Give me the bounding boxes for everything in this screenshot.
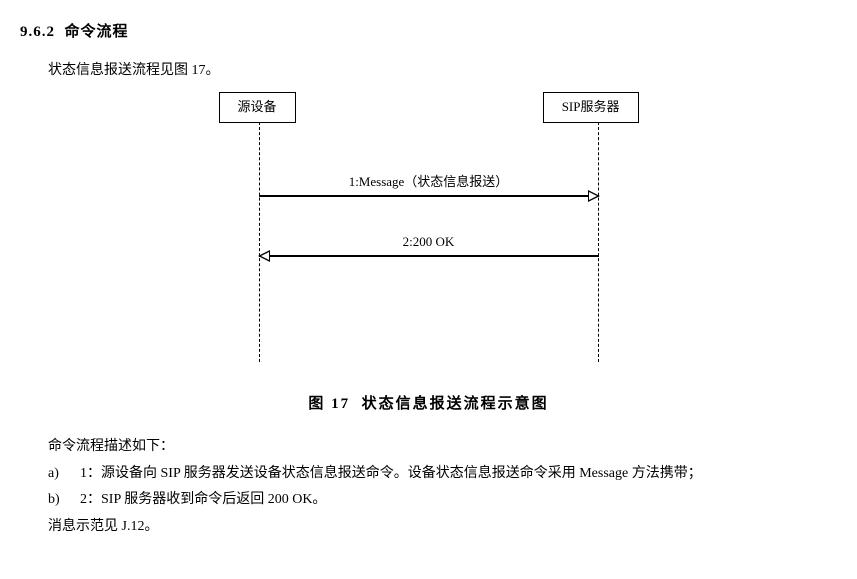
figure-title: 状态信息报送流程示意图 — [362, 396, 549, 412]
arrow-line-left — [259, 255, 599, 257]
arrow-line-right — [259, 195, 599, 197]
sequence-diagram-wrapper: 源设备 SIP服务器 1:Message（状态信息报送） 2:200 OK — [20, 92, 837, 372]
footnote: 消息示范见 J.12。 — [48, 516, 837, 538]
message-label-1: 1:Message（状态信息报送） — [259, 172, 599, 193]
message-arrow-1: 1:Message（状态信息报送） — [259, 172, 599, 196]
intro-text: 状态信息报送流程见图 17。 — [48, 60, 837, 82]
list-marker: a) — [48, 463, 80, 485]
list-marker: b) — [48, 489, 80, 511]
section-heading: 9.6.2 命令流程 — [20, 20, 837, 44]
list-item: a) 1：源设备向 SIP 服务器发送设备状态信息报送命令。设备状态信息报送命令… — [48, 463, 837, 485]
arrow-head-right-icon — [588, 190, 600, 202]
figure-number: 图 17 — [308, 396, 350, 412]
lifeline-box-source: 源设备 — [219, 92, 296, 123]
figure-caption: 图 17 状态信息报送流程示意图 — [20, 392, 837, 416]
list-item: b) 2：SIP 服务器收到命令后返回 200 OK。 — [48, 489, 837, 511]
arrow-head-left-icon — [258, 250, 270, 262]
section-number: 9.6.2 — [20, 24, 55, 40]
section-title: 命令流程 — [65, 24, 129, 40]
lifeline-box-sip-server: SIP服务器 — [543, 92, 639, 123]
message-label-2: 2:200 OK — [259, 232, 599, 253]
sequence-diagram: 源设备 SIP服务器 1:Message（状态信息报送） 2:200 OK — [189, 92, 669, 372]
list-body: 1：源设备向 SIP 服务器发送设备状态信息报送命令。设备状态信息报送命令采用 … — [80, 463, 837, 485]
description-intro: 命令流程描述如下： — [48, 436, 837, 458]
list-body: 2：SIP 服务器收到命令后返回 200 OK。 — [80, 489, 837, 511]
description-list: a) 1：源设备向 SIP 服务器发送设备状态信息报送命令。设备状态信息报送命令… — [48, 463, 837, 512]
message-arrow-2: 2:200 OK — [259, 232, 599, 256]
